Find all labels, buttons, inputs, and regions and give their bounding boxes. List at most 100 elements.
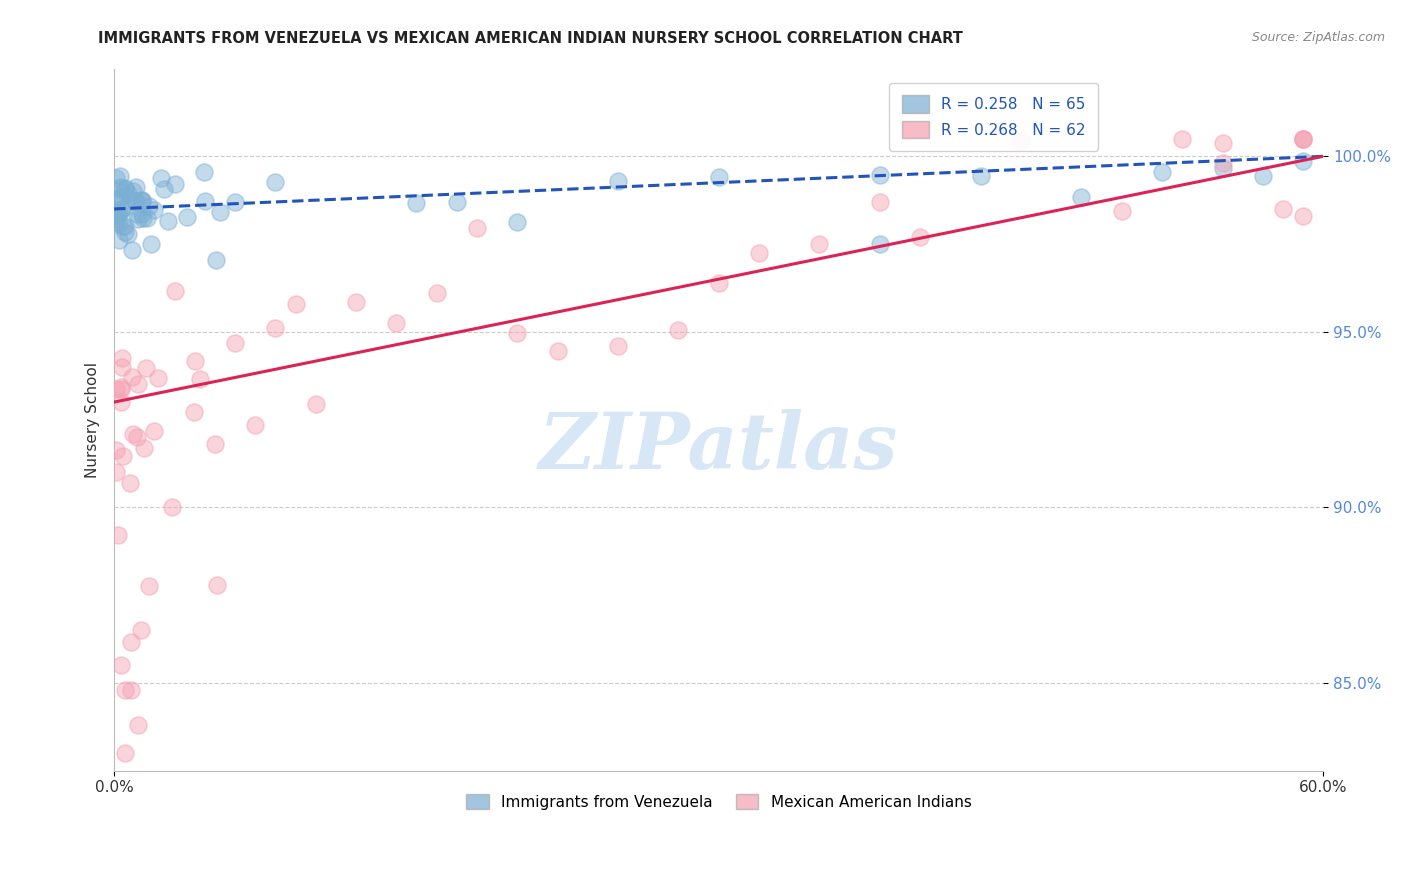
Point [114, 219, 136, 234]
Point [205, 252, 228, 267]
Point [114, 225, 136, 239]
Point [110, 380, 132, 394]
Point [506, 326, 529, 340]
Point [114, 746, 136, 760]
Point [110, 658, 132, 673]
Point [204, 437, 226, 451]
Point [344, 295, 367, 310]
Point [114, 682, 136, 697]
Point [112, 219, 135, 233]
Point [105, 443, 128, 458]
Point [117, 186, 139, 200]
Point [160, 500, 183, 515]
Point [111, 449, 134, 463]
Point [129, 624, 152, 638]
Point [105, 211, 128, 226]
Point [224, 194, 246, 209]
Point [1292, 132, 1315, 146]
Point [305, 397, 328, 411]
Point [131, 193, 153, 207]
Point [136, 211, 159, 225]
Point [264, 320, 287, 334]
Point [132, 211, 155, 225]
Point [149, 171, 172, 186]
Point [970, 169, 993, 183]
Point [1212, 136, 1234, 151]
Point [132, 441, 155, 455]
Point [190, 372, 212, 386]
Point [209, 205, 232, 219]
Point [111, 359, 134, 374]
Point [1010, 134, 1032, 148]
Point [127, 212, 149, 227]
Point [385, 316, 408, 330]
Point [1292, 153, 1315, 168]
Point [607, 339, 630, 353]
Point [707, 276, 730, 290]
Point [465, 221, 488, 235]
Point [405, 195, 427, 210]
Point [131, 194, 153, 208]
Point [127, 376, 149, 391]
Point [1292, 132, 1315, 146]
Point [143, 425, 166, 439]
Point [110, 395, 132, 409]
Point [869, 237, 891, 252]
Point [1171, 132, 1194, 146]
Point [264, 175, 287, 189]
Point [105, 202, 128, 217]
Point [105, 208, 128, 222]
Point [157, 214, 180, 228]
Point [205, 577, 228, 591]
Point [110, 203, 132, 218]
Point [668, 323, 690, 337]
Point [163, 285, 186, 299]
Point [808, 236, 831, 251]
Point [125, 194, 148, 208]
Point [110, 180, 132, 194]
Point [1251, 169, 1274, 183]
Point [869, 169, 891, 183]
Point [869, 195, 891, 210]
Point [120, 476, 142, 491]
Point [1292, 209, 1315, 223]
Point [1271, 202, 1294, 216]
Point [184, 353, 207, 368]
Point [111, 351, 134, 365]
Point [131, 207, 153, 221]
Point [117, 227, 139, 241]
Point [446, 195, 468, 210]
Point [110, 382, 132, 396]
Point [146, 370, 169, 384]
Point [138, 579, 160, 593]
Point [127, 718, 149, 732]
Legend: Immigrants from Venezuela, Mexican American Indians: Immigrants from Venezuela, Mexican Ameri… [460, 788, 977, 815]
Point [125, 179, 148, 194]
Point [114, 182, 136, 196]
Point [607, 174, 630, 188]
Point [125, 430, 148, 444]
Point [108, 233, 131, 247]
Text: IMMIGRANTS FROM VENEZUELA VS MEXICAN AMERICAN INDIAN NURSERY SCHOOL CORRELATION : IMMIGRANTS FROM VENEZUELA VS MEXICAN AME… [98, 31, 963, 46]
Point [748, 245, 770, 260]
Point [121, 184, 143, 198]
Point [110, 188, 132, 202]
Point [245, 417, 267, 432]
Point [121, 243, 143, 257]
Point [224, 335, 246, 350]
Point [105, 170, 128, 185]
Point [1070, 189, 1092, 203]
Point [153, 182, 176, 196]
Point [120, 683, 142, 698]
Point [105, 465, 128, 479]
Point [110, 191, 132, 205]
Point [176, 210, 198, 224]
Point [193, 165, 215, 179]
Point [121, 370, 143, 384]
Point [506, 215, 529, 229]
Point [1212, 156, 1234, 170]
Point [124, 194, 146, 208]
Point [141, 237, 163, 252]
Point [107, 206, 129, 220]
Point [114, 200, 136, 214]
